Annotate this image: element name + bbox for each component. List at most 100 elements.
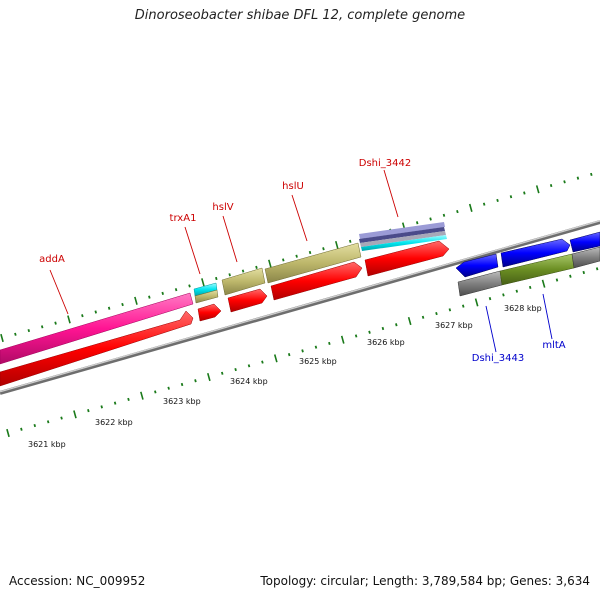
major-tick (67, 315, 71, 324)
next-cds-arrow[interactable] (569, 231, 600, 253)
minor-tick (523, 191, 526, 195)
minor-tick (442, 213, 446, 217)
minor-tick (563, 180, 566, 184)
hslU-cds-arrow[interactable] (270, 261, 363, 301)
minor-tick (54, 321, 57, 325)
map-title: Dinoroseobacter shibae DFL 12, complete … (134, 8, 466, 23)
major-tick (73, 410, 77, 419)
major-tick (268, 259, 272, 268)
minor-tick (576, 176, 580, 180)
backbone (0, 220, 600, 395)
minor-tick (555, 278, 559, 282)
scale-label: 3627 kbp (435, 321, 473, 330)
minor-tick (228, 273, 231, 277)
accession-text: Accession: NC_009952 (9, 574, 146, 588)
minor-tick (515, 289, 519, 293)
minor-tick (569, 274, 572, 278)
scale-label: 3621 kbp (28, 440, 66, 449)
major-tick (140, 391, 144, 400)
next-grey-feature (571, 246, 600, 269)
scale-label: 3626 kbp (367, 338, 405, 347)
major-tick (201, 278, 205, 287)
major-tick (273, 354, 278, 363)
minor-tick (127, 397, 130, 402)
minor-tick (20, 427, 23, 431)
minor-tick (301, 349, 304, 353)
major-tick (407, 316, 412, 326)
scale-label: 3623 kbp (163, 397, 201, 406)
minor-tick (282, 258, 285, 262)
minor-tick (582, 270, 585, 275)
minor-tick (60, 416, 63, 420)
minor-tick (395, 323, 398, 327)
mltA-cds-arrow[interactable] (500, 238, 571, 268)
minor-tick (14, 332, 17, 336)
minor-tick (354, 334, 358, 338)
minor-tick (154, 390, 157, 394)
minor-tick (121, 302, 124, 307)
forward-features (0, 222, 450, 387)
addA-feature[interactable] (0, 292, 194, 365)
minor-tick (308, 250, 312, 255)
minor-tick (448, 308, 452, 312)
hslV-feature[interactable] (221, 267, 266, 296)
minor-tick (368, 330, 371, 334)
major-tick (334, 240, 339, 250)
minor-tick (502, 293, 505, 297)
major-tick (134, 296, 138, 305)
minor-tick (46, 420, 50, 424)
lower-scale-ticks (6, 267, 599, 438)
minor-tick (40, 325, 44, 329)
minor-tick (314, 345, 318, 349)
gene-label-dshi3442: Dshi_3442 (359, 158, 411, 169)
minor-tick (509, 195, 513, 199)
minor-tick (255, 265, 258, 269)
upper-scale-ticks (0, 172, 593, 343)
dshi3442-feature[interactable] (359, 222, 447, 251)
minor-tick (295, 254, 298, 258)
minor-tick (234, 367, 237, 372)
dshi3442-cds-arrow[interactable] (364, 240, 450, 277)
minor-tick (429, 217, 432, 221)
scale-label: 3628 kbp (504, 304, 542, 313)
gene-label-dshi3443: Dshi_3443 (472, 353, 524, 364)
addA-cds-arrow[interactable] (0, 310, 194, 387)
major-tick (340, 335, 345, 344)
minor-tick (87, 409, 90, 413)
minor-tick (435, 311, 438, 316)
minor-tick (161, 291, 164, 295)
minor-tick (348, 239, 352, 243)
minor-tick (482, 202, 486, 206)
minor-tick (107, 306, 111, 310)
gene-label-mltA: mltA (542, 340, 565, 351)
minor-tick (462, 304, 465, 308)
minor-tick (174, 288, 178, 292)
minor-tick (488, 297, 492, 301)
minor-tick (188, 284, 191, 288)
scale-label: 3622 kbp (95, 418, 133, 427)
major-tick (468, 203, 473, 212)
minor-tick (528, 285, 532, 290)
major-tick (474, 298, 479, 307)
gene-label-hslV: hslV (212, 202, 233, 213)
minor-tick (328, 341, 331, 346)
minor-tick (215, 276, 218, 281)
hslV-cds-arrow[interactable] (227, 288, 268, 313)
dshi3443-cds-arrow[interactable] (455, 253, 499, 278)
gene-label-trxA1: trxA1 (170, 213, 197, 224)
scale-label: 3624 kbp (230, 377, 268, 386)
gene-label-hslU: hslU (282, 181, 304, 192)
minor-tick (167, 386, 170, 390)
trxA1-cds-arrow[interactable] (197, 303, 222, 322)
minor-tick (94, 310, 97, 314)
reverse-features (455, 231, 600, 297)
minor-tick (247, 364, 251, 368)
minor-tick (322, 247, 325, 251)
major-tick (535, 185, 540, 194)
minor-tick (590, 172, 593, 177)
trxA1-sub-feature (194, 289, 219, 304)
minor-tick (27, 328, 31, 333)
hslU-feature[interactable] (264, 242, 362, 284)
major-tick (0, 333, 4, 343)
minor-tick (595, 267, 599, 271)
